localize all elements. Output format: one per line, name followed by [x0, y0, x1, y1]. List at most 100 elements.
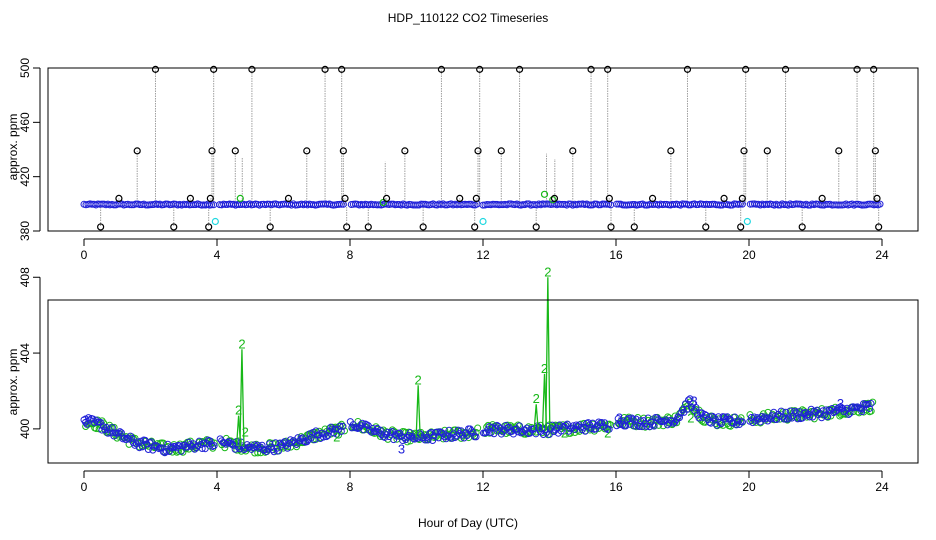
bottom-flag1-point — [463, 432, 471, 440]
bottom-trend-points — [80, 395, 877, 457]
top-outlier-point — [248, 65, 256, 73]
bottom-x-tick-label: 8 — [347, 480, 354, 494]
bottom-flag1-point — [732, 421, 740, 429]
top-x-tick-label: 4 — [214, 248, 221, 262]
top-outlier-point — [401, 147, 409, 155]
top-outlier-point — [742, 65, 750, 73]
top-baseline-point — [603, 200, 611, 208]
top-outlier-point — [667, 147, 675, 155]
top-spike-lines — [100, 69, 880, 227]
top-outlier-point — [343, 223, 351, 231]
top-outlier-point — [550, 194, 559, 202]
bottom-flag1-point — [602, 424, 610, 432]
top-x-tick-label: 12 — [476, 248, 490, 262]
bottom-flag1-point — [363, 421, 371, 429]
top-outlier-point — [875, 223, 883, 231]
top-outlier-point — [630, 223, 638, 231]
top-x-tick-label: 8 — [347, 248, 354, 262]
bottom-flag1-point — [186, 441, 194, 449]
bottom-flag1-point — [668, 417, 676, 425]
top-outlier-point — [419, 223, 427, 231]
bottom-y-tick-label: 408 — [18, 267, 32, 287]
bottom-flag1-point — [650, 422, 658, 430]
bottom-point-label: 3 — [616, 410, 623, 425]
bottom-flag1-point — [358, 419, 366, 427]
bottom-point-label: 2 — [333, 429, 340, 444]
bottom-flag1-point — [487, 429, 495, 437]
bottom-flag1-point — [677, 409, 685, 417]
top-panel: 0 4 8 12 16 20 24 380 420 460 500 approx. ppm — [6, 58, 919, 262]
bottom-flag1-point — [605, 425, 613, 433]
bottom-x-tick-label: 0 — [81, 480, 88, 494]
top-outlier-point — [231, 147, 239, 155]
bottom-x-tick-label: 24 — [875, 480, 889, 494]
top-outlier-point — [781, 65, 790, 73]
bottom-flag1-point — [294, 434, 302, 442]
bottom-spike-label: 2 — [415, 372, 422, 387]
bottom-flag1-point — [794, 415, 802, 423]
top-outlier-point — [587, 65, 595, 73]
bottom-flag1-point — [692, 403, 700, 411]
top-flag3-point — [479, 217, 487, 226]
bottom-flag1-point — [135, 444, 143, 452]
bottom-flag1-point — [806, 413, 814, 421]
bottom-plot-frame — [47, 299, 919, 464]
bottom-flag1-point — [686, 395, 694, 403]
bottom-flag1-point — [676, 414, 684, 422]
top-outlier-point — [873, 194, 881, 202]
bottom-flag1-point — [276, 439, 284, 447]
bottom-flag1-point — [454, 426, 462, 434]
bottom-flag1-point — [864, 400, 872, 408]
bottom-flag1-point — [866, 404, 874, 412]
top-outlier-point — [720, 194, 728, 202]
top-plot-frame — [47, 67, 919, 232]
bottom-flag1-point — [734, 417, 742, 425]
top-baseline-point — [335, 200, 343, 208]
top-outlier-point — [208, 147, 216, 155]
top-outlier-point — [186, 194, 194, 202]
bottom-flag1-point — [791, 407, 799, 415]
bottom-flag1-point — [445, 426, 453, 434]
top-outlier-point — [97, 223, 105, 231]
bottom-flag1-point — [406, 429, 414, 437]
bottom-flag1-point — [845, 411, 853, 419]
bottom-flag2-point — [472, 428, 480, 436]
bottom-flag1-point — [717, 419, 725, 427]
bottom-flag1-point — [108, 424, 116, 432]
bottom-flag1-point — [280, 438, 288, 446]
bottom-flag1-point — [515, 422, 523, 430]
bottom-spike-line — [239, 349, 245, 447]
top-outlier-point — [763, 147, 771, 155]
bottom-flag1-point — [327, 423, 335, 431]
top-outlier-point — [871, 147, 879, 155]
bottom-flag2-point — [818, 405, 826, 413]
top-y-tick-label: 500 — [18, 58, 32, 78]
top-outlier-point — [321, 65, 329, 73]
bottom-flag1-point — [626, 420, 634, 428]
bottom-spike-label: 2 — [544, 264, 551, 279]
top-outlier-point — [798, 223, 806, 231]
top-outlier-point — [853, 65, 861, 73]
bottom-flag1-point — [162, 447, 170, 455]
bottom-flag1-point — [234, 443, 242, 451]
top-outlier-point — [474, 147, 482, 155]
top-outlier-point — [206, 194, 214, 202]
bottom-spike-line — [415, 385, 421, 438]
bottom-flag1-point — [444, 433, 452, 441]
bottom-spike-label: 2 — [235, 403, 242, 418]
top-outlier-point — [338, 65, 346, 73]
bottom-flag1-point — [783, 415, 791, 423]
bottom-flag1-point — [195, 437, 203, 445]
top-outlier-point — [364, 223, 372, 231]
top-baseline-point — [876, 200, 884, 208]
bottom-flag1-point — [824, 413, 832, 421]
bottom-y-axis-label: approx. ppm — [6, 349, 20, 416]
bottom-flag1-point — [411, 435, 419, 443]
top-flag2-point — [540, 190, 549, 198]
bottom-point-label: 3 — [82, 412, 89, 427]
bottom-point-label: 2 — [604, 426, 611, 441]
bottom-flag1-point — [209, 443, 217, 451]
top-outlier-point — [683, 65, 692, 73]
top-outlier-point — [472, 194, 480, 202]
